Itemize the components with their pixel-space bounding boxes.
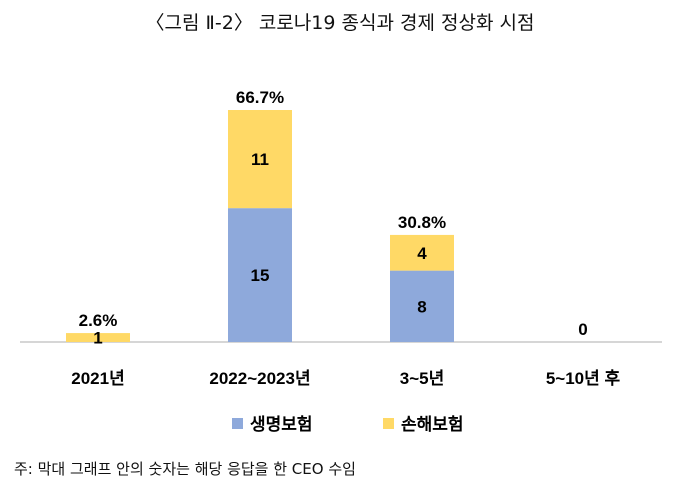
- stacked-bar-chart: 12.6% 2021년 15 11 66.7% 2022~2023년 8 4 30.8% 3~5년…: [20, 88, 662, 434]
- bar-value-label: 1: [93, 329, 102, 348]
- bar-segment-nonlife: [228, 110, 292, 209]
- x-tick-label: 2022~2023년: [209, 369, 310, 388]
- chart-title: 〈그림 Ⅱ-2〉 코로나19 종식과 경제 정상화 시점: [145, 12, 535, 34]
- bar-segment-life: [390, 270, 454, 342]
- bar-segment-nonlife: [66, 333, 130, 342]
- bar-total-label: 2.6%: [79, 311, 118, 330]
- bar-total-label: 66.7%: [236, 88, 284, 107]
- bar-total-label: 30.8%: [398, 213, 446, 232]
- x-tick-label: 2021년: [71, 369, 124, 388]
- x-tick-label: 3~5년: [400, 369, 444, 388]
- bar-value-label: 15: [251, 266, 270, 285]
- footnote: 주: 막대 그래프 안의 숫자는 해당 응답을 한 CEO 수임: [14, 460, 356, 478]
- bar-segment-life: [228, 208, 292, 342]
- legend-label: 생명보험: [250, 414, 313, 434]
- bar-value-label: 11: [251, 150, 269, 169]
- bar-value-label: 8: [417, 297, 426, 316]
- bar-value-label: 4: [417, 244, 427, 263]
- legend-swatch: [232, 418, 243, 429]
- x-tick-label: 5~10년 후: [546, 368, 621, 388]
- bar-segment-nonlife: [390, 234, 454, 271]
- legend-label: 손해보험: [401, 414, 464, 434]
- bar-total-label: 0: [578, 320, 587, 339]
- legend-swatch: [383, 418, 394, 429]
